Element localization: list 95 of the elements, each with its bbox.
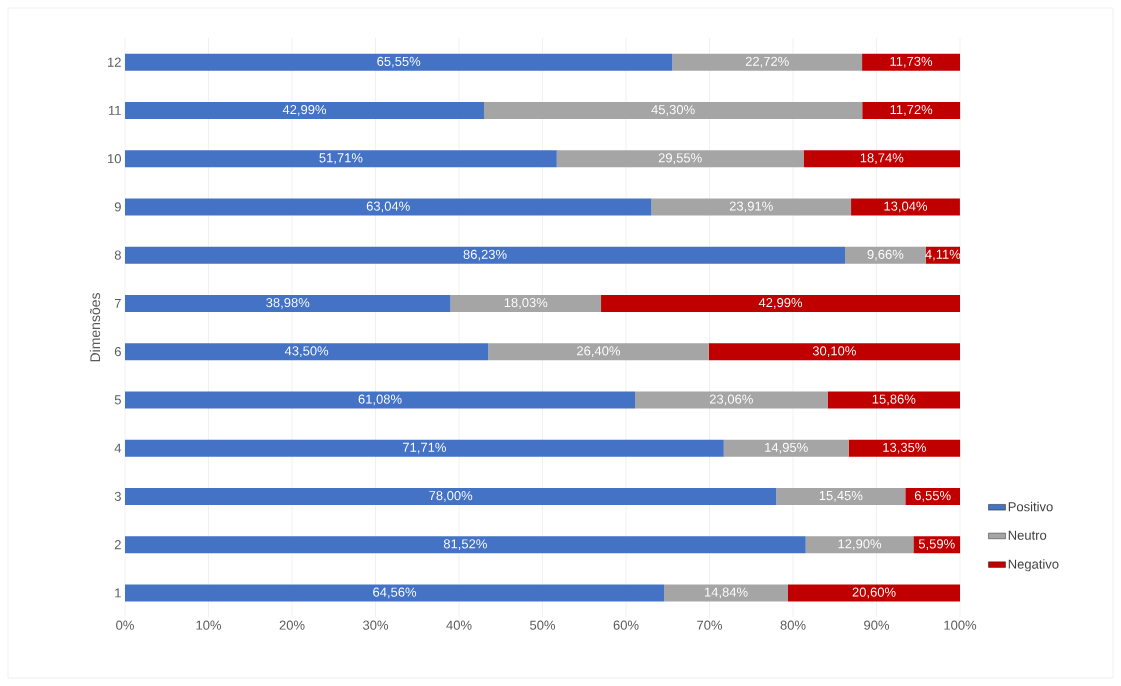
bar [556,150,804,168]
data-label: 63,04% [366,201,410,213]
y-tick-label: 8 [114,250,121,260]
bar [483,101,863,119]
bar [125,198,652,216]
bar [845,246,926,264]
y-tick-label: 5 [114,395,121,405]
bar [862,101,961,119]
y-tick-label: 3 [114,491,121,501]
y-tick-label: 9 [114,202,121,212]
bar [125,53,673,71]
y-tick-label: 7 [114,298,121,308]
data-label: 38,98% [266,298,310,309]
data-label: 86,23% [463,249,507,261]
data-label: 15,45% [819,491,863,502]
data-label: 6,55% [914,491,951,502]
bar [125,150,557,168]
bar [125,246,846,264]
bar [488,343,709,361]
x-tick-label: 40% [446,620,472,630]
data-label: 42,99% [758,298,803,309]
data-label: 64,56% [373,587,417,599]
bar [125,101,484,119]
bar [125,536,806,554]
data-label: 11,72% [890,105,933,116]
bar [803,150,961,168]
bar [601,294,961,312]
bar [651,198,852,216]
data-label: 45,30% [651,105,695,116]
data-label: 13,04% [884,201,928,213]
x-tick-label: 20% [279,620,305,630]
data-label: 11,73% [890,56,933,68]
legend-label: Neutro [1008,530,1047,540]
data-label: 26,40% [577,346,621,357]
bar [776,487,906,505]
x-tick-label: 80% [780,620,806,630]
legend-label: Negativo [1008,559,1059,572]
data-label: 78,00% [429,491,473,502]
bar [125,584,665,602]
y-tick-label: 11 [108,105,121,115]
bar [125,343,489,361]
y-tick-label: 2 [114,540,121,550]
bar [672,53,863,71]
x-tick-label: 0% [116,620,134,630]
data-label: 14,95% [765,442,808,454]
bar [848,439,961,457]
y-tick-label: 12 [108,57,121,67]
data-label: 81,52% [443,539,487,550]
data-label: 51,71% [319,153,363,164]
bar [125,391,636,409]
data-label: 5,59% [918,539,955,550]
bar [450,294,602,312]
data-label: 61,08% [358,394,402,406]
data-label: 23,06% [709,394,753,406]
x-tick-label: 90% [864,620,890,630]
data-label: 14,84% [704,587,748,599]
y-tick-label: 10 [108,154,121,164]
bar [664,584,788,602]
data-label: 9,66% [867,249,904,261]
x-tick-label: 100% [944,620,977,630]
data-label: 13,35% [883,442,926,454]
data-label: 65,55% [377,56,421,68]
x-tick-label: 50% [530,620,556,630]
data-label: 43,50% [284,346,329,357]
y-tick-label: 6 [114,347,121,357]
y-tick-label: 1 [115,588,121,598]
data-label: 18,03% [504,298,548,309]
x-tick-label: 60% [613,620,639,630]
bar [862,53,961,71]
bar [708,343,961,361]
bar [827,391,961,409]
data-label: 18,74% [860,153,904,164]
legend-label: Positivo [1008,501,1053,512]
data-label: 23,91% [729,201,773,213]
data-label: 12,90% [838,539,882,550]
x-tick-label: 30% [363,620,389,630]
data-label: 42,99% [282,105,327,116]
x-tick-label: 10% [196,620,222,630]
bar [635,391,828,409]
bar [125,487,777,505]
y-tick-label: 4 [114,443,122,453]
bar [851,198,960,216]
bar [788,584,961,602]
bar [125,439,724,457]
bar [723,439,849,457]
y-axis-title: Dimensões [89,293,101,362]
data-label: 71,71% [403,442,446,454]
x-tick-label: 70% [697,620,723,630]
data-label: 30,10% [812,346,856,357]
bar [125,294,451,312]
bar [805,536,914,554]
data-label: 15,86% [872,394,916,406]
data-label: 20,60% [852,587,896,599]
data-label: 22,72% [745,56,789,68]
data-label: 29,55% [658,153,702,164]
